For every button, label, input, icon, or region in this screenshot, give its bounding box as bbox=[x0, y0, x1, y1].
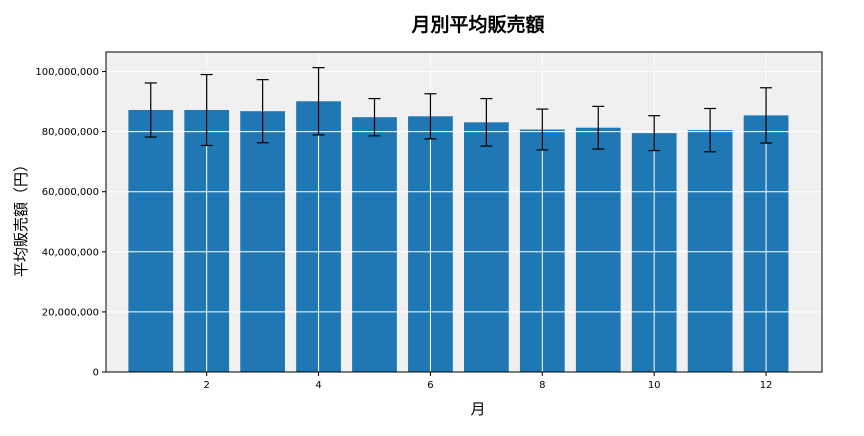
error-bar-month-3 bbox=[256, 79, 269, 144]
bar-month-5 bbox=[352, 117, 397, 373]
x-tick-label: 12 bbox=[760, 380, 773, 391]
y-tick-label: 100,000,000 bbox=[35, 67, 99, 78]
error-bar-month-12 bbox=[760, 87, 773, 144]
bar-month-3 bbox=[240, 111, 285, 372]
error-bar-month-5 bbox=[368, 97, 381, 137]
bar-month-1 bbox=[128, 109, 174, 373]
y-tick-label: 60,000,000 bbox=[42, 187, 99, 198]
plot-frame bbox=[105, 51, 823, 373]
error-bar-month-7 bbox=[480, 97, 493, 147]
y-tick-label: 80,000,000 bbox=[42, 127, 99, 138]
x-tick-label: 2 bbox=[204, 380, 210, 391]
error-bar-month-1 bbox=[144, 82, 157, 138]
error-bar-month-2 bbox=[200, 73, 213, 147]
grid-lines bbox=[106, 52, 822, 372]
bar-month-11 bbox=[687, 130, 733, 372]
x-tick-label: 4 bbox=[315, 380, 321, 391]
error-bar-month-11 bbox=[704, 107, 717, 153]
x-tick-label: 10 bbox=[648, 380, 661, 391]
y-tick-label: 0 bbox=[93, 368, 99, 379]
bar-month-9 bbox=[575, 127, 621, 372]
bar-month-7 bbox=[464, 122, 509, 372]
y-axis-ticks: 0 20,000,000 40,000,000 60,000,000 80,000,00… bbox=[35, 67, 106, 379]
x-tick-label: 6 bbox=[427, 380, 433, 391]
error-bar-month-8 bbox=[536, 108, 549, 151]
error-bar-month-6 bbox=[424, 93, 437, 140]
chart-title: 月別平均販売額 bbox=[410, 13, 544, 36]
y-axis-label: 平均販売額（円） bbox=[12, 157, 30, 277]
error-bars bbox=[144, 67, 773, 153]
y-tick-label: 40,000,000 bbox=[42, 247, 99, 258]
error-bar-month-9 bbox=[592, 105, 605, 150]
x-tick-label: 8 bbox=[539, 380, 545, 391]
error-bar-month-10 bbox=[648, 115, 661, 152]
error-bar-month-4 bbox=[312, 67, 325, 136]
x-axis-ticks: 2 4 6 8 10 12 bbox=[204, 372, 773, 391]
y-tick-label: 20,000,000 bbox=[42, 307, 99, 318]
x-axis-label: 月 bbox=[470, 400, 485, 418]
